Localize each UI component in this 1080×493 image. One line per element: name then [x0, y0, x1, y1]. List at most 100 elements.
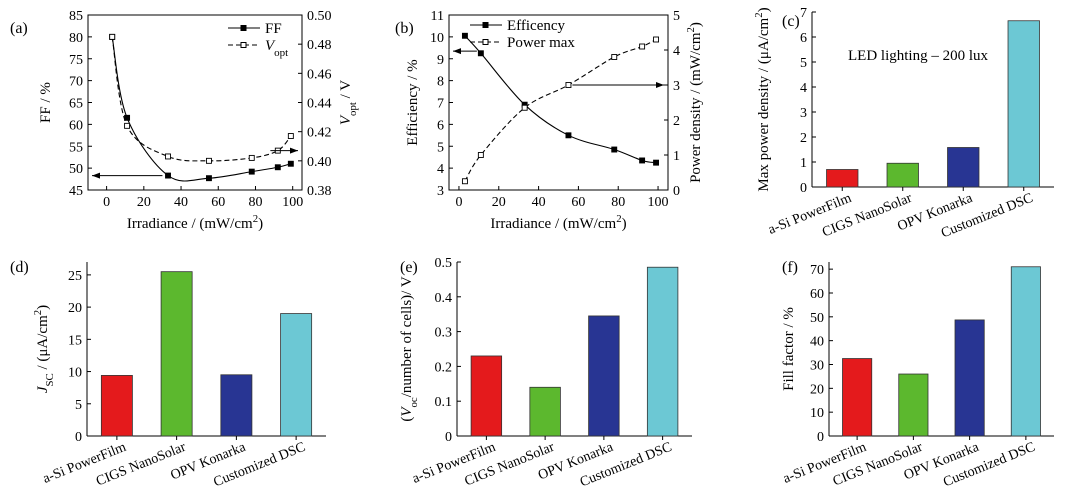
y-tick-label: 15 [68, 333, 82, 348]
y2-tick-label: 0.48 [307, 38, 332, 53]
y-tick-label: 0 [445, 430, 452, 445]
y-tick-label: 50 [810, 311, 824, 326]
y-tick-label: 6 [437, 118, 444, 133]
series-line-1 [111, 36, 292, 162]
y-tick-label: 20 [810, 382, 824, 397]
y-tick-label: 40 [810, 335, 824, 350]
data-point-1 [521, 104, 528, 111]
y-tick-label: 8 [437, 75, 444, 90]
y-tick-label: 70 [69, 75, 83, 90]
data-point-1 [461, 178, 468, 185]
y-tick-label: 10 [68, 366, 82, 381]
y-tick-label: 60 [69, 118, 83, 133]
y-tick-label: 45 [69, 184, 83, 199]
bar [646, 266, 679, 437]
bar [898, 373, 929, 437]
y-tick-label: 80 [69, 31, 83, 46]
panel-label: (d) [10, 259, 29, 276]
y2-axis-label: Vopt / V [338, 80, 359, 125]
legend-marker [482, 22, 489, 28]
y-tick-label: 7 [437, 97, 444, 112]
x-tick-label: 60 [571, 195, 585, 210]
panel-label: (c) [782, 13, 800, 30]
legend-label: FF [265, 21, 282, 37]
y-tick-label: 6 [800, 31, 807, 46]
data-point-0 [477, 50, 484, 57]
y-tick-label: 4 [800, 81, 807, 96]
y2-axis-label: Power density / (mW/cm2) [685, 22, 704, 183]
y-tick-label: 9 [437, 53, 444, 68]
y-tick-label: 0.5 [435, 256, 453, 271]
x-tick-label: 40 [174, 195, 188, 210]
x-tick-label: 100 [282, 195, 303, 210]
data-point-0 [611, 146, 618, 153]
annotation: LED lighting – 200 lux [848, 48, 988, 64]
data-point-0 [165, 172, 171, 179]
y-tick-label: 2 [800, 131, 807, 146]
right-axis-arrowhead [656, 82, 664, 88]
series-line-0 [111, 36, 291, 182]
y-tick-label: 65 [69, 97, 83, 112]
y-tick-label: 7 [800, 6, 807, 21]
series-line-1 [464, 39, 657, 182]
data-point-1 [124, 122, 131, 129]
legend-label: Vopt [265, 38, 288, 59]
bar [954, 319, 985, 437]
y-axis-label: Max power density / (μA/cm2) [753, 7, 772, 191]
y2-tick-label: 0.50 [307, 9, 332, 24]
bar [1007, 20, 1040, 188]
bar [826, 169, 859, 188]
y-axis-label: (Voc/number of cells)/ V [399, 276, 420, 421]
panel-label: (b) [395, 20, 414, 37]
x-tick-label: 20 [492, 195, 506, 210]
x-tick-label: 0 [455, 195, 462, 210]
y-axis-label: JSC / (μA/cm2) [32, 305, 56, 393]
y2-tick-label: 0.40 [307, 155, 332, 170]
data-point-1 [639, 43, 646, 50]
y-tick-label: 10 [430, 31, 444, 46]
data-point-1 [165, 153, 171, 160]
y-tick-label: 3 [800, 106, 807, 121]
data-point-1 [248, 154, 255, 161]
bar [947, 147, 980, 188]
data-point-0 [461, 32, 468, 39]
legend-marker [240, 25, 247, 31]
y2-tick-label: 0.46 [307, 67, 332, 82]
data-point-0 [653, 159, 660, 166]
bar [160, 271, 193, 437]
x-tick-label: 80 [611, 195, 625, 210]
bar [529, 386, 561, 437]
y-tick-label: 0.4 [435, 291, 453, 306]
data-point-1 [653, 36, 660, 43]
panel-label: (a) [10, 20, 28, 37]
panel-a: (a) 0 20 40 60 80 100 45 50 55 60 65 70 75 80 85 0.38 0.4… [10, 9, 359, 232]
bar [470, 355, 503, 437]
bar [842, 358, 873, 437]
legend-marker [482, 39, 489, 45]
x-tick-label: 0 [103, 195, 110, 210]
y-tick-label: 70 [810, 263, 824, 278]
legend-label: Efficency [507, 18, 566, 34]
y2-tick-label: 0.38 [307, 184, 332, 199]
y-axis-label: FF / % [38, 82, 54, 123]
data-point-0 [639, 157, 646, 164]
data-point-0 [206, 175, 212, 182]
data-point-1 [611, 54, 618, 60]
x-tick-label: 40 [532, 195, 546, 210]
y2-tick-label: 3 [673, 79, 680, 94]
data-point-1 [206, 157, 212, 164]
y2-tick-label: 1 [673, 149, 680, 164]
y-tick-label: 5 [75, 398, 82, 413]
left-axis-arrowhead [92, 172, 100, 179]
y2-tick-label: 4 [673, 44, 680, 59]
data-point-0 [274, 164, 281, 171]
y-tick-label: 25 [68, 269, 82, 284]
y2-tick-label: 0.44 [307, 97, 332, 112]
data-point-0 [248, 168, 255, 175]
y-tick-label: 50 [69, 162, 83, 177]
x-tick-label: 100 [648, 195, 669, 210]
y-tick-label: 4 [437, 162, 444, 177]
